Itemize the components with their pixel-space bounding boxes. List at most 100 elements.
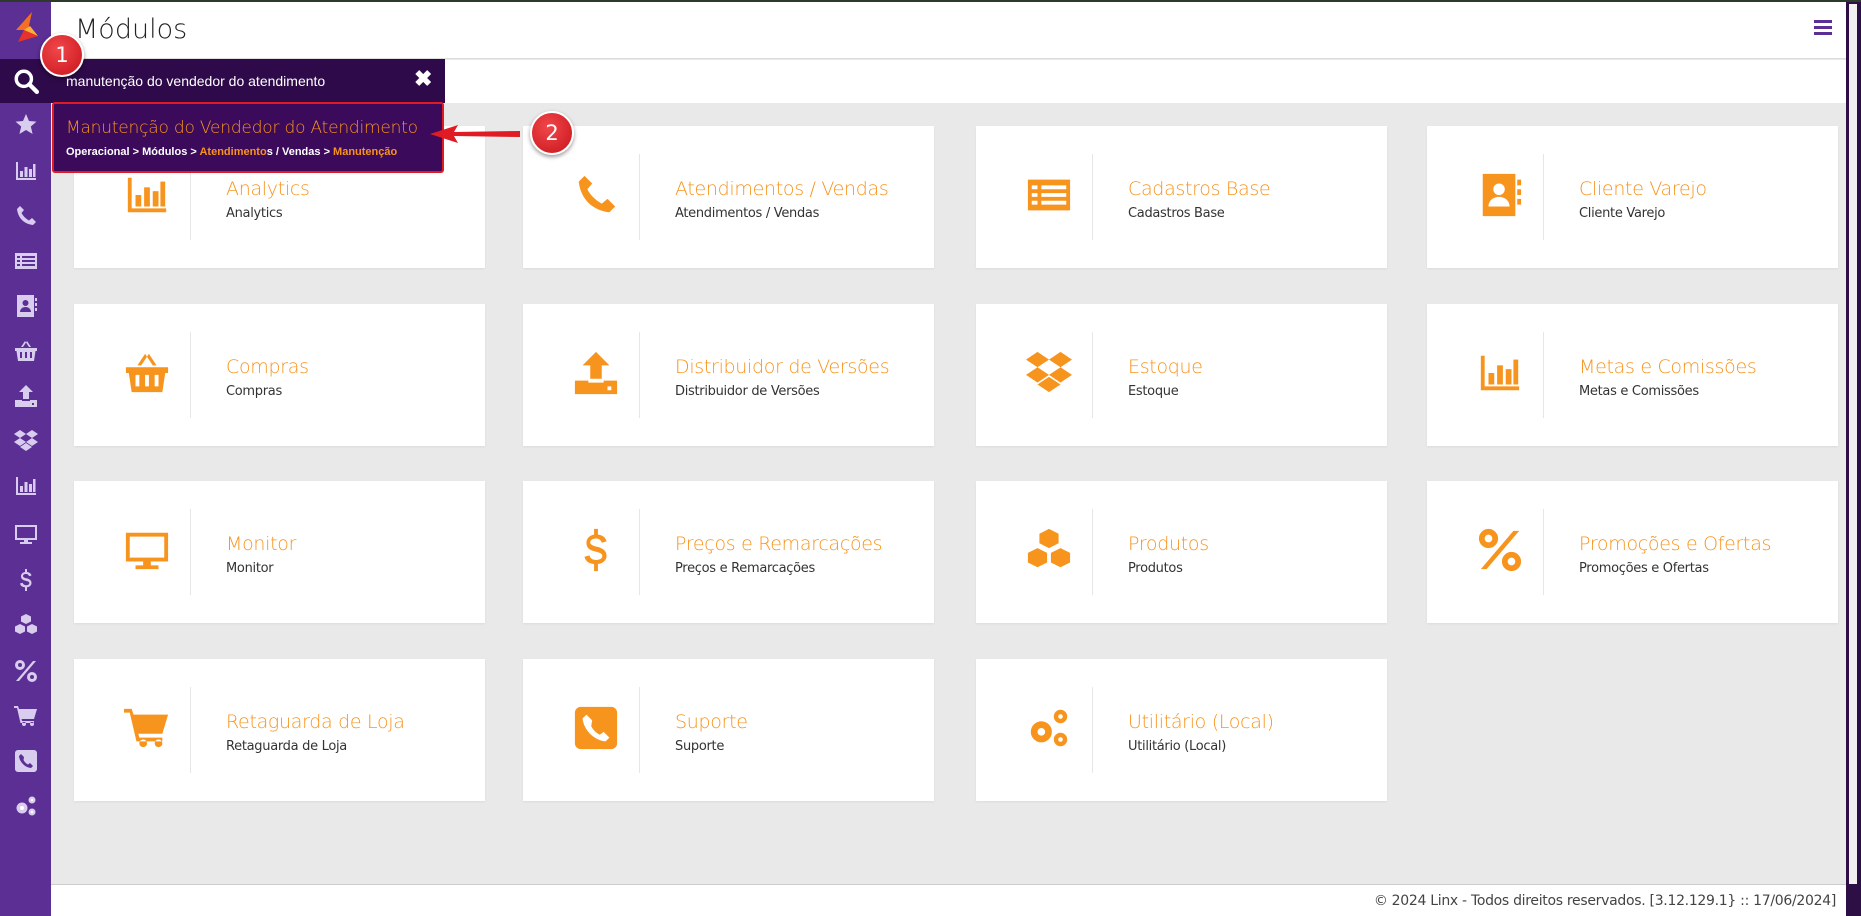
module-title: Estoque — [1128, 356, 1203, 378]
sidebar-item-dropbox[interactable] — [0, 421, 51, 461]
divider — [1543, 509, 1544, 595]
module-subtitle: Cliente Varejo — [1579, 206, 1666, 221]
module-subtitle: Estoque — [1128, 384, 1179, 399]
module-title: Cliente Varejo — [1579, 178, 1707, 200]
module-card[interactable]: Atendimentos / Vendas Atendimentos / Vend… — [523, 126, 934, 268]
sidebar-item-percent[interactable] — [0, 651, 51, 691]
breadcrumb-part: Atendimento — [199, 146, 267, 158]
module-title: Metas e Comissões — [1579, 356, 1757, 378]
sidebar-item-star[interactable] — [0, 104, 51, 144]
module-subtitle: Utilitário (Local) — [1128, 739, 1226, 754]
module-card[interactable]: Produtos Produtos — [976, 481, 1387, 623]
header: Módulos — [51, 2, 1846, 59]
dollar-icon — [19, 569, 31, 591]
dropbox-icon — [1026, 350, 1072, 396]
module-title: Cadastros Base — [1128, 178, 1271, 200]
module-card[interactable]: Cliente Varejo Cliente Varejo — [1427, 126, 1838, 268]
monitor-icon — [124, 527, 170, 573]
list-icon — [1026, 172, 1072, 218]
sidebar-item-phone[interactable] — [0, 196, 51, 236]
divider — [190, 687, 191, 773]
module-title: Produtos — [1128, 533, 1209, 555]
sidebar-item-contact-book[interactable] — [0, 286, 51, 326]
star-icon — [15, 114, 36, 134]
divider — [639, 509, 640, 595]
sidebar-item-monitor[interactable] — [0, 514, 51, 554]
module-card[interactable]: Retaguarda de Loja Retaguarda de Loja — [74, 659, 485, 801]
sidebar-item-dollar[interactable] — [0, 560, 51, 600]
sidebar-item-bar-chart[interactable] — [0, 466, 51, 506]
sidebar-item-bar-chart[interactable] — [0, 151, 51, 191]
annotation-badge-2: 2 — [530, 111, 574, 155]
scrollbar[interactable] — [1846, 2, 1861, 916]
divider — [1092, 332, 1093, 418]
linx-logo[interactable] — [10, 10, 42, 44]
monitor-icon — [14, 525, 37, 544]
bar-chart-icon — [15, 477, 36, 495]
module-card[interactable]: Promoções e Ofertas Promoções e Ofertas — [1427, 481, 1838, 623]
sidebar-item-phone-square[interactable] — [0, 741, 51, 781]
page-title: Módulos — [75, 14, 188, 45]
divider — [639, 687, 640, 773]
sidebar-item-cubes[interactable] — [0, 605, 51, 645]
module-title: Promoções e Ofertas — [1579, 533, 1772, 555]
module-card[interactable]: Suporte Suporte — [523, 659, 934, 801]
window-top-border — [0, 0, 1861, 2]
breadcrumb-part: s / Vendas > — [266, 146, 334, 158]
search-icon[interactable] — [13, 68, 39, 94]
module-title: Preços e Remarcações — [675, 533, 883, 555]
module-subtitle: Suporte — [675, 739, 725, 754]
cart-icon — [13, 706, 37, 726]
divider — [1092, 509, 1093, 595]
breadcrumb-part: Operacional > Módulos > — [66, 146, 200, 158]
module-title: Analytics — [226, 178, 310, 200]
sidebar-item-cogs[interactable] — [0, 786, 51, 826]
bar-chart-icon — [1477, 350, 1523, 396]
module-subtitle: Promoções e Ofertas — [1579, 561, 1709, 576]
list-icon — [14, 253, 37, 269]
upload-icon — [14, 385, 37, 407]
module-title: Suporte — [675, 711, 748, 733]
footer: © 2024 Linx - Todos direitos reservados.… — [51, 884, 1846, 916]
cart-icon — [124, 705, 170, 751]
cogs-icon — [1026, 705, 1072, 751]
sidebar — [0, 2, 51, 916]
bar-chart-icon — [15, 162, 36, 180]
module-card[interactable]: Utilitário (Local) Utilitário (Local) — [976, 659, 1387, 801]
dropbox-icon — [13, 430, 38, 451]
module-subtitle: Compras — [226, 384, 282, 399]
module-card[interactable]: Metas e Comissões Metas e Comissões — [1427, 304, 1838, 446]
sidebar-item-basket[interactable] — [0, 331, 51, 371]
module-subtitle: Retaguarda de Loja — [226, 739, 347, 754]
module-card[interactable]: Preços e Remarcações Preços e Remarcações — [523, 481, 934, 623]
module-subtitle: Produtos — [1128, 561, 1183, 576]
search-input[interactable] — [66, 69, 406, 93]
cubes-icon — [14, 614, 37, 634]
close-icon[interactable]: ✖ — [414, 66, 433, 91]
search-result-title: Manutenção do Vendedor do Atendimento — [66, 118, 418, 138]
sidebar-item-upload[interactable] — [0, 376, 51, 416]
divider — [190, 154, 191, 240]
divider — [639, 154, 640, 240]
dollar-icon — [573, 527, 619, 573]
sidebar-item-list[interactable] — [0, 241, 51, 281]
search-result-item[interactable]: Manutenção do Vendedor do Atendimento Op… — [52, 102, 444, 173]
percent-icon — [14, 660, 37, 682]
annotation-arrow — [430, 125, 520, 143]
module-card[interactable]: Distribuidor de Versões Distribuidor de V… — [523, 304, 934, 446]
upload-icon — [573, 350, 619, 396]
phone-square-icon — [14, 750, 37, 772]
module-card[interactable]: Estoque Estoque — [976, 304, 1387, 446]
divider — [190, 509, 191, 595]
module-card[interactable]: Cadastros Base Cadastros Base — [976, 126, 1387, 268]
contact-book-icon — [16, 295, 37, 317]
module-subtitle: Metas e Comissões — [1579, 384, 1699, 399]
module-title: Compras — [226, 356, 309, 378]
hamburger-icon[interactable] — [1814, 20, 1832, 36]
module-card[interactable]: Compras Compras — [74, 304, 485, 446]
annotation-badge-1: 1 — [40, 33, 84, 77]
sidebar-item-cart[interactable] — [0, 696, 51, 736]
search-result-breadcrumb: Operacional > Módulos > Atendimentos / V… — [66, 146, 397, 158]
contact-book-icon — [1477, 172, 1523, 218]
module-card[interactable]: Monitor Monitor — [74, 481, 485, 623]
